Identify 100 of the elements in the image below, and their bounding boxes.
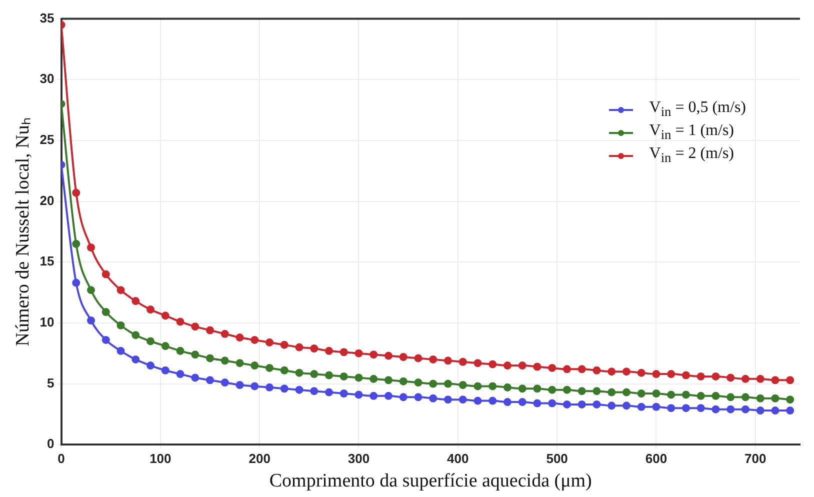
point xyxy=(578,400,586,408)
point xyxy=(132,331,140,340)
point xyxy=(176,370,184,378)
point xyxy=(562,400,571,408)
point xyxy=(696,404,705,412)
point xyxy=(592,400,601,408)
point xyxy=(132,355,140,364)
point xyxy=(324,346,333,355)
point xyxy=(756,406,764,415)
point xyxy=(102,308,110,316)
point xyxy=(265,364,274,372)
point xyxy=(712,372,720,380)
point xyxy=(518,398,526,406)
point xyxy=(220,356,229,365)
point xyxy=(265,338,274,346)
point xyxy=(191,350,200,359)
point xyxy=(250,336,259,344)
point xyxy=(310,387,318,396)
point xyxy=(280,366,288,374)
point xyxy=(132,297,140,306)
point xyxy=(682,371,690,380)
x-tick-label: 200 xyxy=(248,450,270,466)
point xyxy=(324,371,333,380)
point xyxy=(295,368,304,377)
point xyxy=(578,365,586,374)
point xyxy=(608,368,616,376)
y-tick-label: 25 xyxy=(40,132,54,148)
point xyxy=(608,402,616,410)
point xyxy=(370,374,378,383)
point xyxy=(384,392,392,400)
y-tick-label: 5 xyxy=(47,375,54,390)
x-tick-label: 300 xyxy=(348,450,370,466)
point xyxy=(533,362,542,371)
point xyxy=(712,392,720,400)
point xyxy=(310,370,318,378)
point xyxy=(726,405,735,414)
point xyxy=(667,404,676,412)
point xyxy=(354,349,363,358)
point xyxy=(399,377,408,386)
point xyxy=(458,358,467,366)
point xyxy=(236,380,244,389)
point xyxy=(72,278,80,287)
point xyxy=(280,340,288,349)
point xyxy=(786,406,794,415)
point xyxy=(503,383,512,392)
point xyxy=(652,390,660,398)
y-axis-title: Número de Nusselt local, Nuₕ xyxy=(12,117,34,346)
legend-label: V$_{in}$ = 2 (m/s) xyxy=(649,144,734,168)
point xyxy=(384,376,392,384)
point xyxy=(87,286,96,294)
point xyxy=(622,368,630,376)
point xyxy=(786,396,794,404)
point xyxy=(236,334,244,342)
point xyxy=(161,312,170,320)
point xyxy=(72,240,80,248)
point xyxy=(726,374,735,382)
point xyxy=(116,321,125,330)
point xyxy=(741,374,750,383)
point xyxy=(324,388,333,396)
x-tick-label: 500 xyxy=(546,450,568,466)
point xyxy=(354,390,363,399)
x-tick-label: 700 xyxy=(744,450,766,466)
point xyxy=(712,405,720,414)
point xyxy=(146,337,155,346)
point xyxy=(771,376,780,384)
point xyxy=(102,336,110,344)
point xyxy=(696,392,705,400)
point xyxy=(444,396,452,404)
point xyxy=(429,380,438,388)
point xyxy=(220,378,229,387)
y-tick-label: 0 xyxy=(47,436,54,452)
point xyxy=(682,390,690,399)
point xyxy=(771,406,780,415)
point xyxy=(444,356,452,365)
point xyxy=(474,382,482,390)
point xyxy=(771,394,780,402)
point xyxy=(206,354,214,362)
legend-label: V$_{in}$ = 0,5 (m/s) xyxy=(649,98,746,122)
point xyxy=(503,398,512,406)
point xyxy=(146,362,155,370)
point xyxy=(637,390,646,398)
point xyxy=(474,396,482,405)
point xyxy=(786,376,794,384)
point xyxy=(191,322,200,331)
point xyxy=(340,372,348,380)
point xyxy=(741,393,750,402)
point xyxy=(236,359,244,368)
point xyxy=(533,399,542,408)
point xyxy=(116,346,125,355)
point xyxy=(87,244,96,252)
point xyxy=(414,378,422,387)
y-tick-label: 15 xyxy=(40,254,54,269)
point xyxy=(518,384,526,393)
point xyxy=(295,386,304,394)
point xyxy=(444,380,452,388)
point xyxy=(414,393,422,402)
point xyxy=(667,370,676,378)
point xyxy=(518,362,526,370)
point xyxy=(384,352,392,360)
point xyxy=(548,386,556,394)
